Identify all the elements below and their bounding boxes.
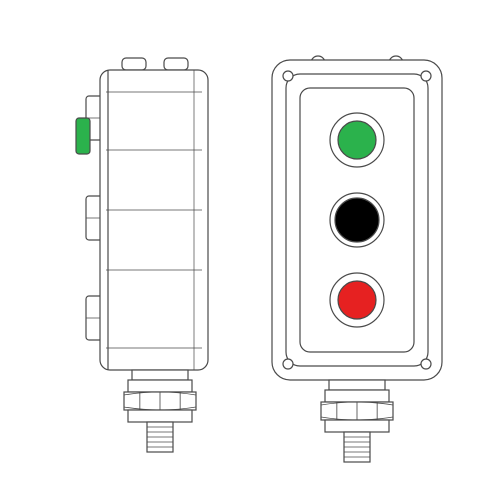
black-button[interactable]	[335, 198, 379, 242]
gland-nut	[128, 380, 192, 392]
lid-screw	[421, 71, 431, 81]
gland-nut-lower	[325, 420, 389, 432]
green-button[interactable]	[338, 121, 376, 159]
lid-screw	[283, 71, 293, 81]
gland-neck	[132, 370, 188, 380]
gland-nut	[325, 390, 389, 402]
mounting-lug-side	[164, 58, 188, 70]
enclosure-side	[100, 70, 208, 370]
control-station-drawing	[0, 0, 500, 500]
red-button[interactable]	[338, 281, 376, 319]
lid-screw	[283, 359, 293, 369]
mounting-lug-side	[122, 58, 146, 70]
gland-nut-lower	[128, 410, 192, 422]
green-button-side[interactable]	[76, 118, 90, 154]
side-view	[76, 58, 208, 452]
lid-screw	[421, 359, 431, 369]
gland-neck	[329, 380, 385, 390]
front-view	[272, 56, 442, 462]
